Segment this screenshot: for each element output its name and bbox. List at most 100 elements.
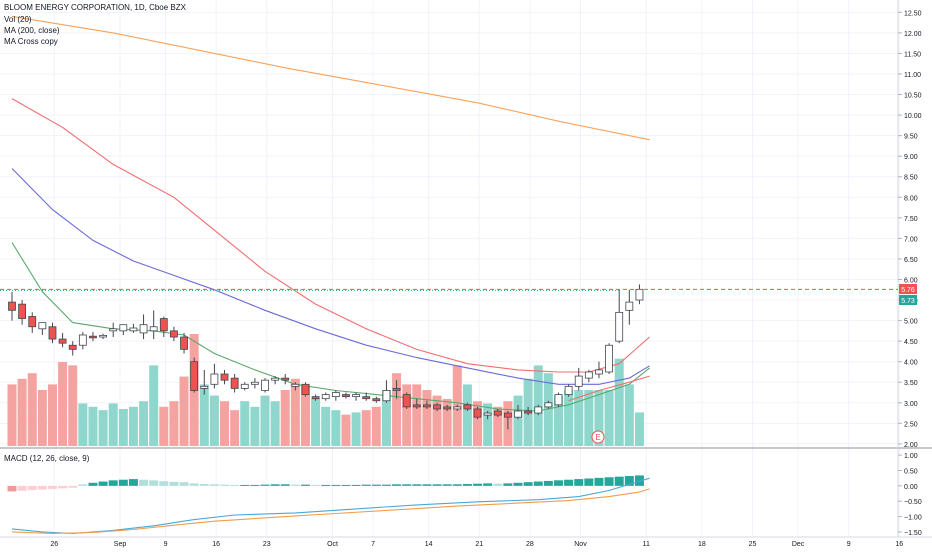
candle[interactable] xyxy=(514,404,522,420)
candle[interactable] xyxy=(503,411,512,430)
candle[interactable] xyxy=(574,367,583,391)
candle[interactable] xyxy=(78,332,87,350)
candle[interactable] xyxy=(109,322,118,338)
candle[interactable] xyxy=(423,400,431,409)
candle[interactable] xyxy=(230,374,239,393)
macd-histogram-bar xyxy=(270,484,280,486)
candle[interactable] xyxy=(58,332,67,348)
candle[interactable] xyxy=(281,374,290,385)
candle[interactable] xyxy=(554,392,563,407)
candle[interactable] xyxy=(89,332,97,342)
macd-axis[interactable]: 1.00 0.50 0.00 −0.50 −1.00 −1.50 xyxy=(898,453,922,537)
candle[interactable] xyxy=(210,363,219,389)
macd-histogram-bar xyxy=(493,483,503,486)
earnings-marker[interactable]: E xyxy=(591,430,605,444)
volume-bar xyxy=(432,395,442,446)
candle[interactable] xyxy=(28,312,37,333)
macd-layer xyxy=(7,475,650,535)
candle[interactable] xyxy=(99,333,107,340)
candle[interactable] xyxy=(261,378,269,393)
last-close-tag[interactable]: 5.76 xyxy=(899,284,917,294)
candle[interactable] xyxy=(8,291,16,321)
candle[interactable] xyxy=(443,404,452,412)
candle[interactable] xyxy=(301,382,310,397)
candle[interactable] xyxy=(149,310,158,340)
candle[interactable] xyxy=(493,408,502,418)
candle[interactable] xyxy=(473,406,482,420)
candle[interactable] xyxy=(402,392,411,409)
price-axis[interactable]: 12.50 12.00 11.50 11.00 10.50 10.00 9.50 9.00 8.… xyxy=(898,10,922,449)
candle[interactable] xyxy=(433,402,441,412)
candle[interactable] xyxy=(139,314,148,340)
candle[interactable] xyxy=(18,300,27,325)
candle[interactable] xyxy=(342,392,350,399)
price-tick-label: 6.00 xyxy=(904,277,918,284)
legend-macd[interactable]: MACD (12, 26, close, 9) xyxy=(4,454,90,463)
candle[interactable] xyxy=(321,392,330,401)
candle[interactable] xyxy=(250,378,259,389)
candle[interactable] xyxy=(615,289,624,344)
candle[interactable] xyxy=(412,398,421,409)
candle[interactable] xyxy=(68,341,77,356)
candle[interactable] xyxy=(240,382,249,391)
legend-ma[interactable]: MA (200, close) xyxy=(4,26,60,35)
volume-bar xyxy=(614,358,624,446)
candle-body xyxy=(423,404,431,408)
legend-title[interactable]: BLOOM ENERGY CORPORATION, 1D, Cboe BZX xyxy=(4,3,186,12)
volume-bar xyxy=(513,395,523,446)
current-price-tag[interactable]: 5.73 xyxy=(899,295,917,305)
time-axis[interactable]: 26 Sep 9 16 23 Oct 7 14 21 28 Nov 11 18 25 Dec 9 16 xyxy=(50,541,903,548)
candle[interactable] xyxy=(564,384,573,397)
candle[interactable] xyxy=(362,392,371,401)
candle[interactable] xyxy=(291,382,300,391)
candle[interactable] xyxy=(605,343,613,375)
candle[interactable] xyxy=(453,404,462,412)
volume-bar xyxy=(361,410,371,446)
candle[interactable] xyxy=(220,369,229,385)
time-tick-label: 26 xyxy=(50,541,58,548)
legend-cross[interactable]: MA Cross copy xyxy=(4,37,58,46)
macd-tick-label: −1.00 xyxy=(904,515,922,522)
candle[interactable] xyxy=(382,380,391,403)
candle[interactable] xyxy=(38,322,47,335)
volume-bar xyxy=(209,395,219,446)
candle[interactable] xyxy=(595,361,603,379)
candle[interactable] xyxy=(129,323,138,333)
macd-histogram-bar xyxy=(17,485,27,491)
candle-body xyxy=(595,369,603,375)
volume-bar xyxy=(331,410,341,446)
candle[interactable] xyxy=(483,411,492,420)
candle[interactable] xyxy=(331,390,340,401)
candle[interactable] xyxy=(271,376,280,385)
candle[interactable] xyxy=(311,394,320,401)
candle-body xyxy=(584,371,593,379)
legend-vol[interactable]: Vol (20) xyxy=(4,15,32,24)
time-tick-label: Nov xyxy=(574,541,587,548)
candle[interactable] xyxy=(392,380,401,399)
candle[interactable] xyxy=(200,369,209,395)
macd-histogram-bar xyxy=(452,484,462,486)
candle[interactable] xyxy=(544,400,553,409)
candle[interactable] xyxy=(372,396,381,403)
volume-bar xyxy=(624,384,634,446)
candle[interactable] xyxy=(48,322,57,344)
candle[interactable] xyxy=(352,392,360,401)
macd-histogram-bar xyxy=(341,484,351,486)
macd-histogram-bar xyxy=(321,484,331,486)
candle[interactable] xyxy=(534,404,543,416)
candle[interactable] xyxy=(119,324,128,335)
candle[interactable] xyxy=(584,369,593,383)
macd-histogram-bar xyxy=(311,484,321,486)
candle[interactable] xyxy=(524,406,533,416)
candle[interactable] xyxy=(180,332,188,354)
candle[interactable] xyxy=(190,357,199,393)
candle[interactable] xyxy=(170,326,178,342)
candle[interactable] xyxy=(463,402,472,412)
candle[interactable] xyxy=(159,316,168,338)
macd-histogram-bar xyxy=(88,482,98,486)
volume-bar xyxy=(88,406,98,446)
candle[interactable] xyxy=(625,289,634,325)
volume-bar xyxy=(128,406,138,446)
time-tick-label: 11 xyxy=(643,541,650,548)
